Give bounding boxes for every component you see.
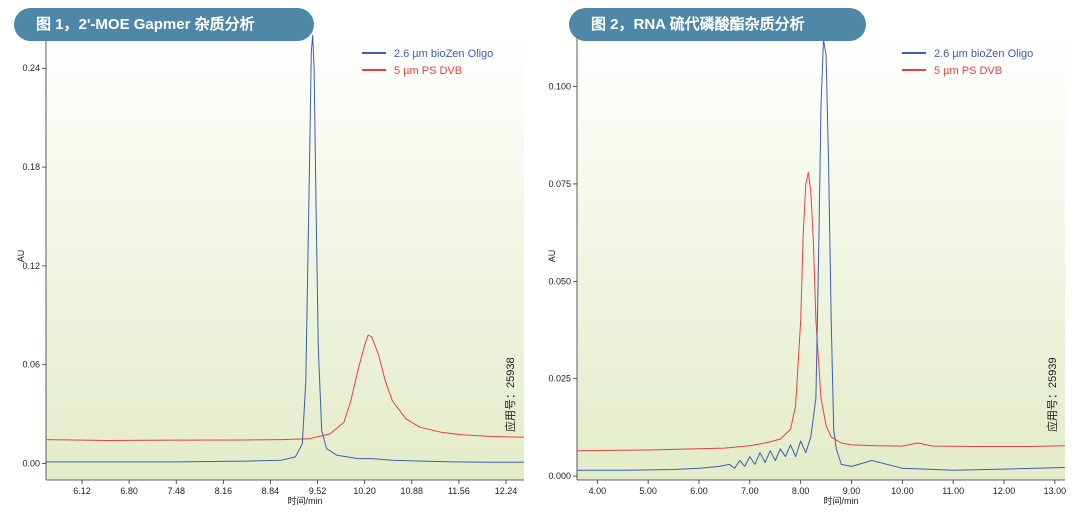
y-tick-label: 0.12 [22, 261, 40, 271]
y-tick-label: 0.075 [548, 179, 571, 189]
series-line-red [577, 171, 1065, 452]
legend-label: 2.6 µm bioZen Oligo [394, 48, 493, 60]
legend-label: 5 µm PS DVB [394, 65, 462, 77]
legend-label: 2.6 µm bioZen Oligo [934, 48, 1033, 60]
x-axis-label: 时间/min [823, 495, 858, 506]
chart-1-plot: 0.00 0.06 0.12 0.18 0.24 6.12 6.80 7.48 8.16 8.84… [16, 32, 524, 506]
legend-label: 5 µm PS DVB [934, 65, 1002, 77]
y-axis-label: AU [547, 250, 557, 263]
x-tick-label: 8.00 [792, 486, 810, 496]
x-axis-label: 时间/min [287, 495, 322, 506]
x-tick-label: 10.20 [353, 486, 376, 496]
x-tick-label: 12.00 [993, 486, 1016, 496]
chart-figure-1: 0.00 0.06 0.12 0.18 0.24 6.12 6.80 7.48 8.16 8.84… [14, 8, 524, 506]
y-tick-label: 0.000 [548, 471, 571, 481]
x-tick-label: 9.52 [309, 486, 327, 496]
x-tick-label: 12.24 [495, 486, 518, 496]
application-number: 应用号：25939 [1045, 357, 1059, 432]
chart-2-title: 图 2，RNA 硫代磷酸酯杂质分析 [569, 8, 866, 41]
y-tick-label: 0.18 [22, 162, 40, 172]
y-tick-label: 0.050 [548, 276, 571, 286]
chart-1-title: 图 1，2'-MOE Gapmer 杂质分析 [14, 8, 314, 41]
x-tick-label: 8.84 [262, 486, 280, 496]
x-tick-label: 11.56 [448, 486, 470, 496]
x-tick-label: 6.00 [690, 486, 708, 496]
y-tick-label: 0.06 [22, 360, 40, 370]
x-tick-label: 5.00 [639, 486, 657, 496]
application-number: 应用号：25938 [503, 357, 517, 432]
x-tick-label: 9.00 [843, 486, 861, 496]
y-tick-label: 0.00 [22, 459, 40, 469]
x-tick-label: 7.00 [741, 486, 759, 496]
x-tick-label: 10.88 [401, 486, 424, 496]
series-line-blue [577, 39, 1065, 471]
x-tick-label: 7.48 [167, 486, 185, 496]
x-tick-label: 8.16 [215, 486, 233, 496]
series-line-blue [46, 34, 524, 463]
chart-figure-2: 0.000 0.025 0.050 0.075 0.100 4.00 5.00 6.00 7.0… [540, 0, 1080, 514]
y-axis-label: AU [16, 250, 26, 263]
x-tick-label: 6.12 [73, 486, 91, 496]
x-tick-label: 10.00 [891, 486, 914, 496]
chart-2-plot: 0.000 0.025 0.050 0.075 0.100 4.00 5.00 6.00 7.0… [547, 32, 1067, 506]
series-line-red [46, 334, 524, 441]
x-tick-label: 4.00 [589, 486, 607, 496]
plot-area [46, 32, 524, 480]
x-tick-label: 6.80 [120, 486, 138, 496]
x-tick-label: 13.00 [1044, 486, 1067, 496]
x-tick-label: 11.00 [942, 486, 964, 496]
y-tick-label: 0.24 [22, 63, 40, 73]
y-tick-label: 0.100 [548, 82, 571, 92]
y-tick-label: 0.025 [548, 374, 571, 384]
